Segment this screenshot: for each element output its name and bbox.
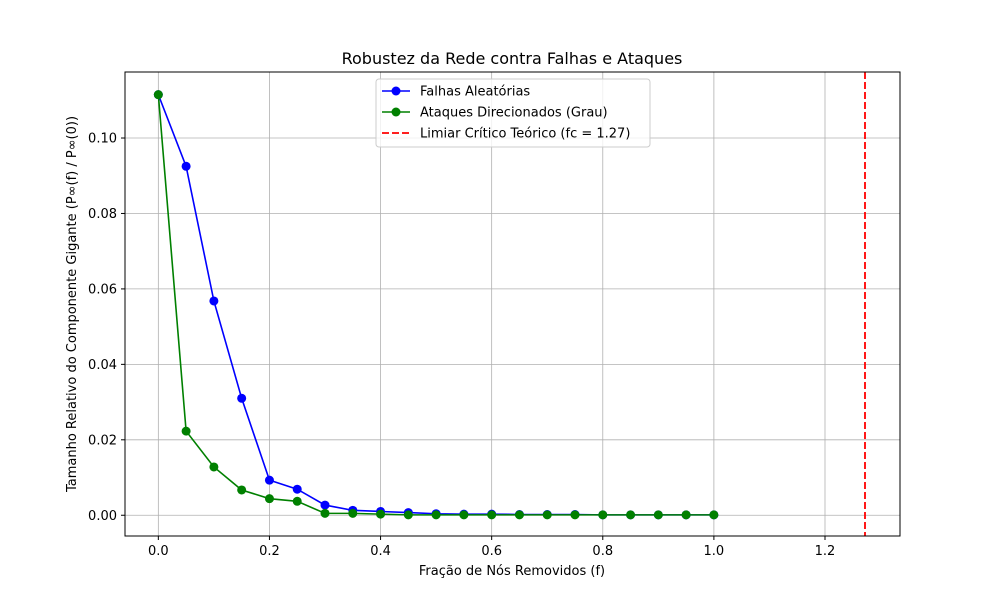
x-tick-label: 1.0 (704, 544, 725, 559)
legend: Falhas Aleatórias Ataques Direcionados (G… (375, 78, 651, 148)
series-2-point (487, 510, 497, 520)
x-tick-label: 0.2 (259, 544, 280, 559)
series-1-point (237, 393, 247, 403)
series-2-point (653, 510, 663, 520)
series-2-point (709, 510, 719, 520)
y-tick-label: 0.04 (88, 358, 117, 373)
legend-entry: Ataques Direcionados (Grau) (420, 106, 608, 121)
series-2-point (403, 510, 413, 520)
legend-swatch-marker (391, 86, 401, 96)
chart-title: Robustez da Rede contra Falhas e Ataques (342, 49, 683, 68)
legend-entry: Limiar Crítico Teórico (fc = 1.27) (420, 127, 630, 142)
series-2-point (598, 510, 608, 520)
series-1-point (292, 484, 302, 494)
series-2-point (264, 494, 274, 504)
y-tick-label: 0.08 (88, 207, 117, 222)
series-2-point (376, 509, 386, 519)
series-2-point (570, 510, 580, 520)
legend-entry: Falhas Aleatórias (420, 85, 530, 100)
series-2-point (153, 90, 163, 100)
grid (125, 72, 900, 536)
series-2-point (626, 510, 636, 520)
series-2-point (431, 510, 441, 520)
series-1-point (181, 161, 191, 171)
x-tick-label: 0.8 (592, 544, 613, 559)
x-tick-label: 0.6 (481, 544, 502, 559)
series-1-point (320, 500, 330, 510)
series-2-point (320, 508, 330, 518)
axis-ticks: 0.0 0.2 0.4 0.6 0.8 1.0 1.2 0.00 0.02 0.04 0.06 0.0… (88, 132, 835, 559)
series-2-point (237, 485, 247, 495)
series-2-point (181, 426, 191, 436)
legend-swatch-marker (391, 107, 401, 117)
series-2-point (542, 510, 552, 520)
series-1-point (264, 475, 274, 485)
legend-box (375, 78, 651, 148)
y-tick-label: 0.02 (88, 433, 117, 448)
series-2-point (514, 510, 524, 520)
series-2-point (209, 462, 219, 472)
y-tick-label: 0.10 (88, 132, 117, 147)
series-2-point (681, 510, 691, 520)
y-tick-label: 0.00 (88, 509, 117, 524)
y-tick-label: 0.06 (88, 282, 117, 297)
x-tick-label: 0.4 (370, 544, 391, 559)
x-tick-label: 1.2 (815, 544, 836, 559)
y-axis-label: Tamanho Relativo do Componente Gigante (… (65, 116, 80, 493)
series-2-point (292, 496, 302, 506)
series-2-point (459, 510, 469, 520)
series-1-point (209, 296, 219, 306)
plot-frame (124, 71, 901, 537)
series-2-point (348, 508, 358, 518)
data-series (153, 90, 719, 520)
x-tick-label: 0.0 (148, 544, 169, 559)
x-axis-label: Fração de Nós Removidos (f) (419, 564, 605, 579)
